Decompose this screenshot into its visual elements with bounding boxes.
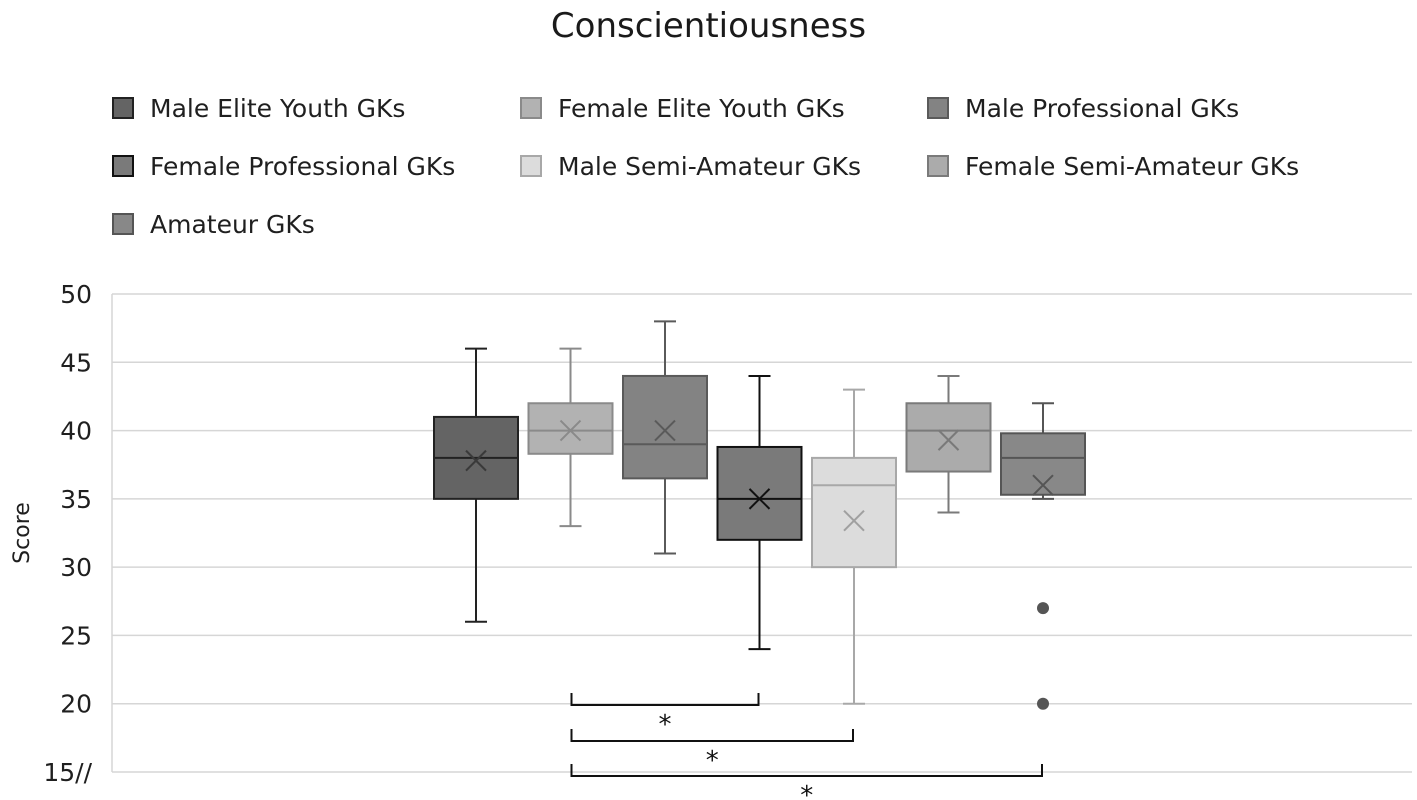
y-tick-label: 20 [60,690,92,719]
legend-swatch [112,213,134,235]
legend-label: Amateur GKs [150,209,315,239]
significance-label: * [659,710,672,740]
legend-label: Female Semi-Amateur GKs [965,151,1300,181]
y-tick-label: 15// [43,758,92,787]
y-tick-label: 40 [60,417,92,446]
mean-marker [559,419,582,442]
box-iqr [905,402,992,473]
box-iqr [527,402,614,455]
legend-swatch [520,97,542,119]
y-axis-label: Score [10,502,35,564]
y-tick-label: 50 [60,280,92,309]
y-tick-label: 35 [60,485,92,514]
box-iqr [716,445,803,541]
outlier-point [1037,602,1049,615]
legend-item: Amateur GKs [112,204,315,244]
legend-label: Male Semi-Amateur GKs [558,151,862,181]
outlier-point [1037,697,1049,710]
legend-item: Male Semi-Amateur GKs [520,146,861,186]
mean-marker [937,429,960,451]
mean-marker [748,488,771,510]
mean-marker [465,449,487,472]
significance-bracket [570,693,760,706]
legend-swatch [112,155,134,177]
legend-item: Male Elite Youth GKs [112,88,405,128]
legend-label: Female Elite Youth GKs [558,93,845,123]
legend-label: Female Professional GKs [150,151,456,181]
legend-item: Female Elite Youth GKs [520,88,845,128]
legend-label: Male Elite Youth GKs [150,93,406,123]
legend-item: Male Professional GKs [927,88,1239,128]
significance-bracket [570,764,1043,777]
legend-swatch [927,155,949,177]
mean-marker [1032,474,1054,496]
significance-bracket [570,729,854,742]
box-iqr [622,374,708,480]
y-tick-label: 45 [60,348,92,377]
legend-swatch [112,97,134,119]
legend-item: Female Semi-Amateur GKs [927,146,1299,186]
chart-title: Conscientiousness [550,6,867,46]
box-iqr [811,456,897,569]
mean-marker [843,510,865,532]
significance-label: * [800,781,813,800]
legend-label: Male Professional GKs [965,93,1240,123]
y-tick-label: 30 [60,553,92,582]
mean-marker [654,419,676,442]
significance-label: * [706,746,719,776]
legend-swatch [520,155,542,177]
legend-item: Female Professional GKs [112,146,455,186]
legend-swatch [927,97,949,119]
y-tick-label: 25 [60,621,92,650]
